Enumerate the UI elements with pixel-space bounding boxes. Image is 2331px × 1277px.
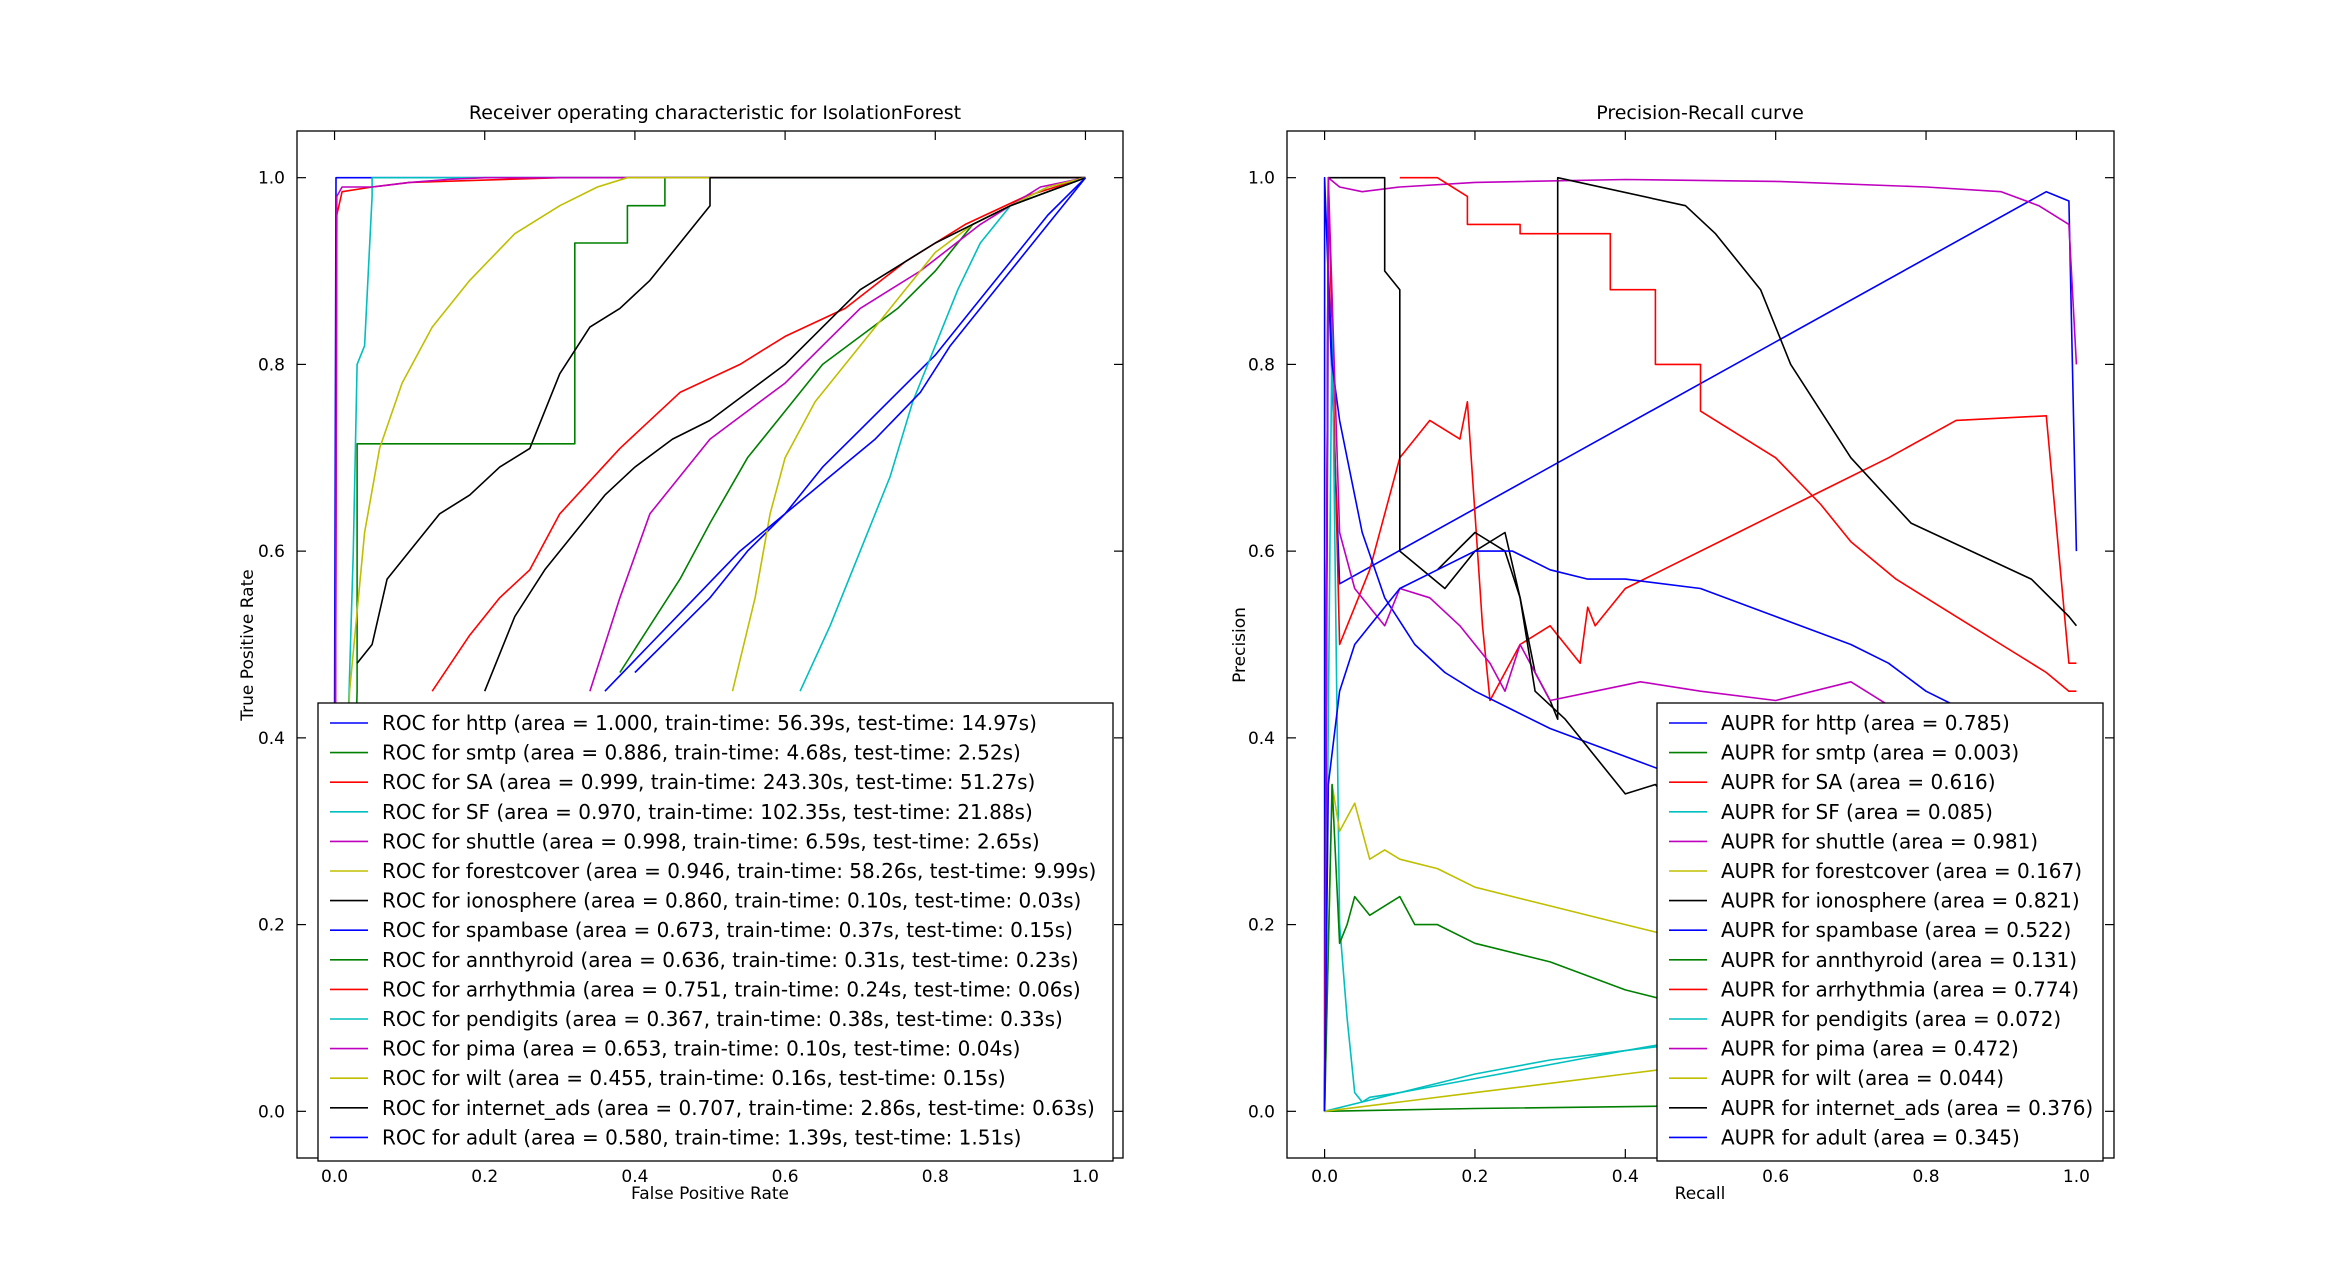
roc-x-tick-label: 0.4	[621, 1167, 648, 1187]
pr-x-tick-label: 0.2	[1461, 1167, 1488, 1187]
roc-legend-entry: ROC for ionosphere (area = 0.860, train-…	[382, 889, 1081, 913]
roc-x-tick-label: 1.0	[1072, 1167, 1099, 1187]
pr-x-tick-label: 0.4	[1612, 1167, 1639, 1187]
roc-series-line-7	[634, 177, 1087, 674]
pr-series-line-14	[1323, 550, 2002, 1112]
roc-series-line-13	[483, 176, 1086, 692]
pr-x-tick-label: 0.6	[1762, 1167, 1789, 1187]
pr-y-tick-label: 0.0	[1248, 1102, 1275, 1122]
pr-legend-entry: AUPR for spambase (area = 0.522)	[1721, 918, 2071, 942]
roc-legend-entry: ROC for shuttle (area = 0.998, train-tim…	[382, 829, 1040, 853]
pr-series-line-5	[1323, 783, 1664, 1112]
roc-legend-entry: ROC for spambase (area = 0.673, train-ti…	[382, 918, 1073, 942]
roc-legend-entry: ROC for annthyroid (area = 0.636, train-…	[382, 948, 1079, 972]
pr-y-axis-label: Precision	[1230, 607, 1250, 683]
roc-series-line-14	[604, 177, 1087, 692]
roc-series-line-11	[589, 176, 1086, 692]
pr-x-tick-label: 0.0	[1311, 1167, 1338, 1187]
roc-x-tick-label: 0.2	[471, 1167, 498, 1187]
roc-legend-entry: ROC for SF (area = 0.970, train-time: 10…	[382, 800, 1033, 824]
roc-y-tick-label: 0.0	[258, 1102, 285, 1122]
pr-y-tick-label: 0.8	[1248, 355, 1275, 375]
pr-legend-entry: AUPR for SA (area = 0.616)	[1721, 770, 1996, 794]
roc-legend-entry: ROC for pima (area = 0.653, train-time: …	[382, 1037, 1020, 1061]
pr-legend-box	[1656, 702, 2104, 1162]
roc-series-line-5	[333, 176, 1086, 1112]
pr-y-tick-label: 0.4	[1248, 729, 1275, 749]
pr-series-line-4	[1323, 176, 2078, 1112]
roc-x-tick-label: 0.8	[922, 1167, 949, 1187]
roc-legend-box	[317, 702, 1114, 1162]
roc-legend: ROC for http (area = 1.000, train-time: …	[317, 702, 1114, 1162]
pr-series-line-9	[1399, 176, 2077, 693]
roc-y-tick-label: 1.0	[258, 169, 285, 189]
roc-series-line-6	[356, 176, 1086, 664]
pr-legend-entry: AUPR for ionosphere (area = 0.821)	[1721, 889, 2080, 913]
roc-legend-entry: ROC for smtp (area = 0.886, train-time: …	[382, 741, 1021, 765]
roc-legend-entry: ROC for internet_ads (area = 0.707, trai…	[382, 1096, 1095, 1120]
pr-x-tick-label: 1.0	[2063, 1167, 2090, 1187]
roc-legend-entry: ROC for http (area = 1.000, train-time: …	[382, 711, 1037, 735]
roc-series-line-4	[333, 176, 1086, 1112]
roc-x-axis-label: False Positive Rate	[631, 1184, 789, 1204]
pr-legend: AUPR for http (area = 0.785) AUPR for smt…	[1656, 702, 2104, 1162]
pr-x-tick-label: 0.8	[1913, 1167, 1940, 1187]
pr-legend-entry: AUPR for forestcover (area = 0.167)	[1721, 859, 2082, 883]
pr-legend-entry: AUPR for pendigits (area = 0.072)	[1721, 1007, 2061, 1031]
pr-title: Precision-Recall curve	[1596, 102, 1804, 124]
pr-series-line-8	[1323, 783, 1664, 1112]
pr-y-tick-label: 0.2	[1248, 916, 1275, 936]
pr-series-line-6	[1323, 176, 2078, 1112]
roc-curves	[333, 176, 1087, 1112]
pr-ticks: 0.0 0.2 0.4 0.6 0.8 1.0 0.0 0.2 0.4 0.6 0.8 1.0	[1248, 131, 2114, 1187]
pr-legend-entry: AUPR for http (area = 0.785)	[1721, 711, 2010, 735]
pr-legend-entry: AUPR for smtp (area = 0.003)	[1721, 741, 2019, 765]
pr-series-line-13	[1436, 531, 1672, 804]
roc-title: Receiver operating characteristic for Is…	[469, 102, 961, 124]
pr-y-tick-label: 1.0	[1248, 169, 1275, 189]
roc-legend-entry: ROC for wilt (area = 0.455, train-time: …	[382, 1066, 1006, 1090]
roc-y-tick-label: 0.2	[258, 916, 285, 936]
pr-series-line-12	[1324, 1068, 1663, 1113]
roc-x-tick-label: 0.0	[321, 1167, 348, 1187]
pr-legend-entry: AUPR for annthyroid (area = 0.131)	[1721, 948, 2077, 972]
pr-legend-entry: AUPR for SF (area = 0.085)	[1721, 800, 1993, 824]
pr-series-line-10	[1324, 1045, 1663, 1113]
roc-legend-entry: ROC for pendigits (area = 0.367, train-t…	[382, 1007, 1063, 1031]
roc-ticks: 0.0 0.2 0.4 0.6 0.8 1.0 0.0 0.2 0.4 0.6 0.8 1.0	[258, 131, 1123, 1187]
roc-legend-entry: ROC for adult (area = 0.580, train-time:…	[382, 1125, 1021, 1149]
roc-legend-entry: ROC for arrhythmia (area = 0.751, train-…	[382, 977, 1081, 1001]
pr-x-axis-label: Recall	[1675, 1184, 1726, 1204]
pr-legend-entry: AUPR for adult (area = 0.345)	[1721, 1125, 2020, 1149]
pr-y-tick-label: 0.6	[1248, 542, 1275, 562]
pr-legend-entry: AUPR for pima (area = 0.472)	[1721, 1037, 2019, 1061]
roc-y-tick-label: 0.4	[258, 729, 285, 749]
roc-y-tick-label: 0.8	[258, 355, 285, 375]
pr-series-line-11	[1323, 176, 1897, 1112]
pr-panel: Precision-Recall curve 0.0 0.2 0.4 0.6 0.8 1.…	[1230, 102, 2115, 1204]
pr-legend-entry: AUPR for arrhythmia (area = 0.774)	[1721, 977, 2079, 1001]
roc-x-tick-label: 0.6	[772, 1167, 799, 1187]
pr-legend-entry: AUPR for internet_ads (area = 0.376)	[1721, 1096, 2093, 1120]
pr-legend-entry: AUPR for wilt (area = 0.044)	[1721, 1066, 2004, 1090]
roc-y-tick-label: 0.6	[258, 542, 285, 562]
roc-legend-entry: ROC for SA (area = 0.999, train-time: 24…	[382, 770, 1035, 794]
pr-series-line-1	[1324, 1104, 1701, 1113]
roc-panel: Receiver operating characteristic for Is…	[238, 102, 1124, 1204]
roc-legend-entry: ROC for forestcover (area = 0.946, train…	[382, 859, 1096, 883]
pr-legend-entry: AUPR for shuttle (area = 0.981)	[1721, 829, 2038, 853]
roc-series-line-9	[431, 176, 1086, 692]
roc-y-axis-label: True Positive Rate	[238, 569, 258, 721]
